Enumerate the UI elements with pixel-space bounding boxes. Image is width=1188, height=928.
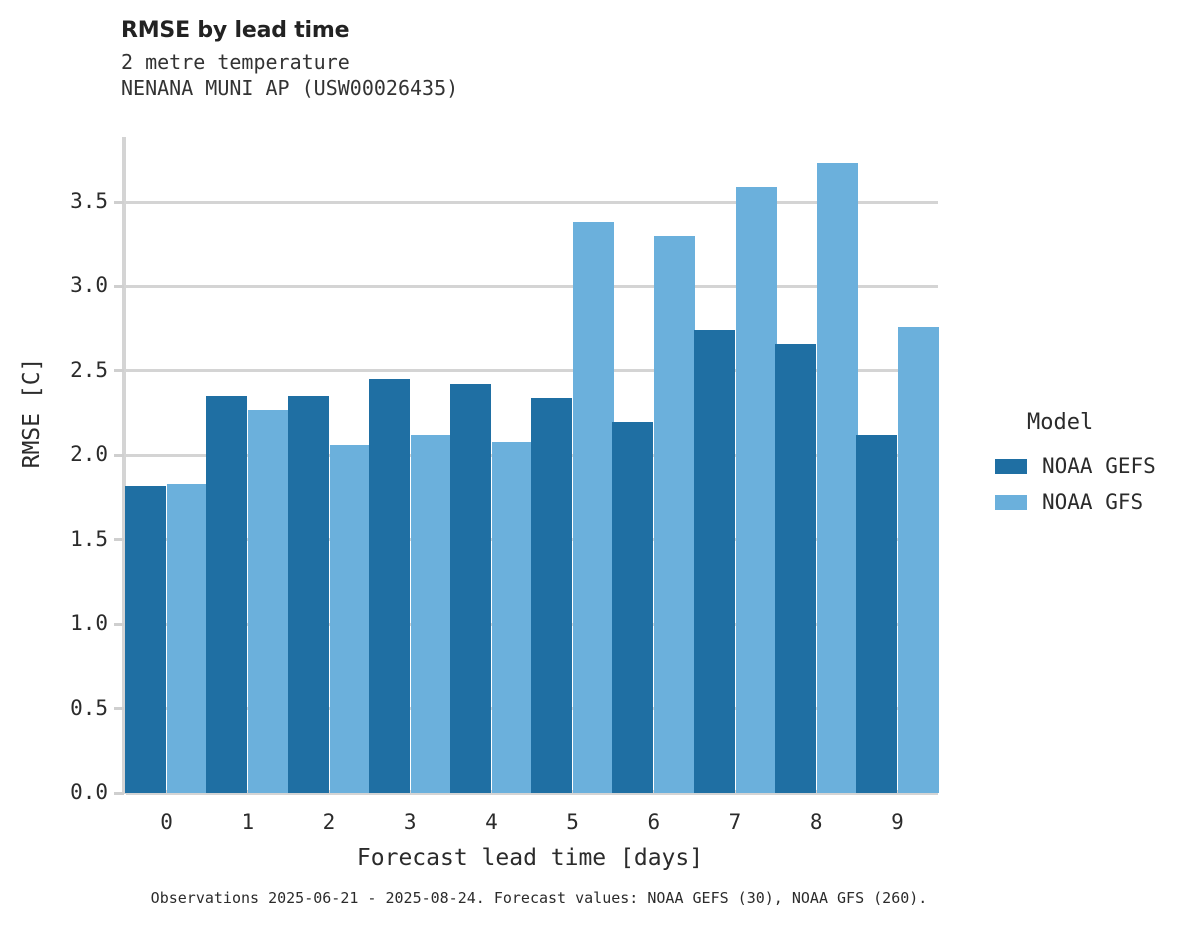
chart-header: RMSE by lead time 2 metre temperature NE… (121, 18, 458, 102)
y-tick-mark (114, 538, 124, 542)
y-tick-label: 0.0 (70, 780, 108, 804)
legend-item-label: NOAA GEFS (1042, 454, 1156, 478)
y-tick-label: 3.0 (70, 273, 108, 298)
bar-noaa-gfs-lead-8 (816, 163, 858, 793)
x-tick-label: 2 (322, 810, 336, 834)
bar-noaa-gfs-lead-9 (897, 326, 939, 793)
y-tick-label: 0.5 (70, 695, 108, 720)
x-axis-title: Forecast lead time [days] (356, 845, 704, 871)
bar-noaa-gefs-lead-8 (774, 343, 816, 793)
y-tick-mark (114, 200, 124, 204)
y-tick-label: 1.5 (70, 526, 108, 551)
gridline (126, 284, 938, 288)
y-tick-label: 1.0 (70, 611, 108, 636)
legend: Model NOAA GEFS NOAA GFS (995, 410, 1185, 521)
bar-series-layer (125, 137, 939, 793)
bar-noaa-gefs-lead-4 (449, 384, 491, 793)
bar-noaa-gefs-lead-3 (368, 379, 410, 793)
bar-noaa-gefs-lead-0 (125, 485, 167, 793)
x-tick-label: 7 (728, 810, 742, 834)
legend-swatch-icon (995, 458, 1027, 474)
x-tick-label: 6 (647, 810, 661, 834)
legend-item-noaa-gfs[interactable]: NOAA GFS (995, 485, 1185, 519)
page-title: RMSE by lead time (121, 18, 350, 43)
gridline (126, 200, 938, 204)
bar-noaa-gfs-lead-4 (491, 441, 533, 793)
y-tick-mark (114, 707, 124, 711)
y-axis-spine (122, 137, 126, 794)
x-tick-label: 3 (403, 810, 417, 834)
y-tick-label: 2.5 (70, 357, 108, 382)
bar-noaa-gfs-lead-2 (329, 445, 371, 793)
y-tick-label: 2.0 (70, 442, 108, 467)
y-tick-label: 3.5 (70, 189, 108, 213)
bar-noaa-gefs-lead-1 (206, 396, 248, 793)
bar-noaa-gfs-lead-1 (248, 409, 290, 793)
gridline (126, 369, 938, 373)
legend-title: Model (1027, 410, 1094, 435)
x-tick-label: 8 (809, 810, 823, 834)
x-tick-label: 1 (241, 810, 255, 834)
subtitle-station: NENANA MUNI AP (USW00026435) (121, 76, 459, 101)
bar-noaa-gefs-lead-5 (531, 397, 573, 793)
y-tick-mark (114, 284, 124, 288)
bar-noaa-gfs-lead-3 (410, 435, 452, 793)
legend-item-label: NOAA GFS (1042, 490, 1144, 514)
legend-swatch-icon (995, 494, 1027, 510)
subtitle-variable: 2 metre temperature (121, 50, 350, 74)
x-tick-label: 9 (891, 810, 904, 834)
x-tick-label: 5 (566, 810, 579, 834)
y-tick-mark (114, 622, 124, 626)
gridline (126, 791, 938, 795)
bar-noaa-gefs-lead-7 (693, 330, 735, 793)
y-tick-mark (114, 791, 124, 795)
x-tick-label: 0 (160, 810, 173, 834)
bar-noaa-gfs-lead-6 (654, 235, 696, 793)
y-axis-title: RMSE [C] (19, 357, 45, 469)
plot-area (114, 137, 939, 795)
y-tick-mark (114, 453, 124, 457)
x-tick-label: 4 (485, 810, 498, 834)
bar-noaa-gfs-lead-0 (167, 484, 209, 793)
bar-noaa-gfs-lead-7 (735, 186, 777, 793)
bar-noaa-gfs-lead-5 (573, 222, 615, 793)
bar-noaa-gefs-lead-2 (287, 396, 329, 793)
bar-noaa-gefs-lead-6 (612, 421, 654, 793)
footer-note: Observations 2025-06-21 - 2025-08-24. Fo… (150, 889, 928, 907)
bar-noaa-gefs-lead-9 (855, 435, 897, 793)
y-tick-mark (114, 369, 124, 373)
legend-item-noaa-gefs[interactable]: NOAA GEFS (995, 449, 1185, 483)
